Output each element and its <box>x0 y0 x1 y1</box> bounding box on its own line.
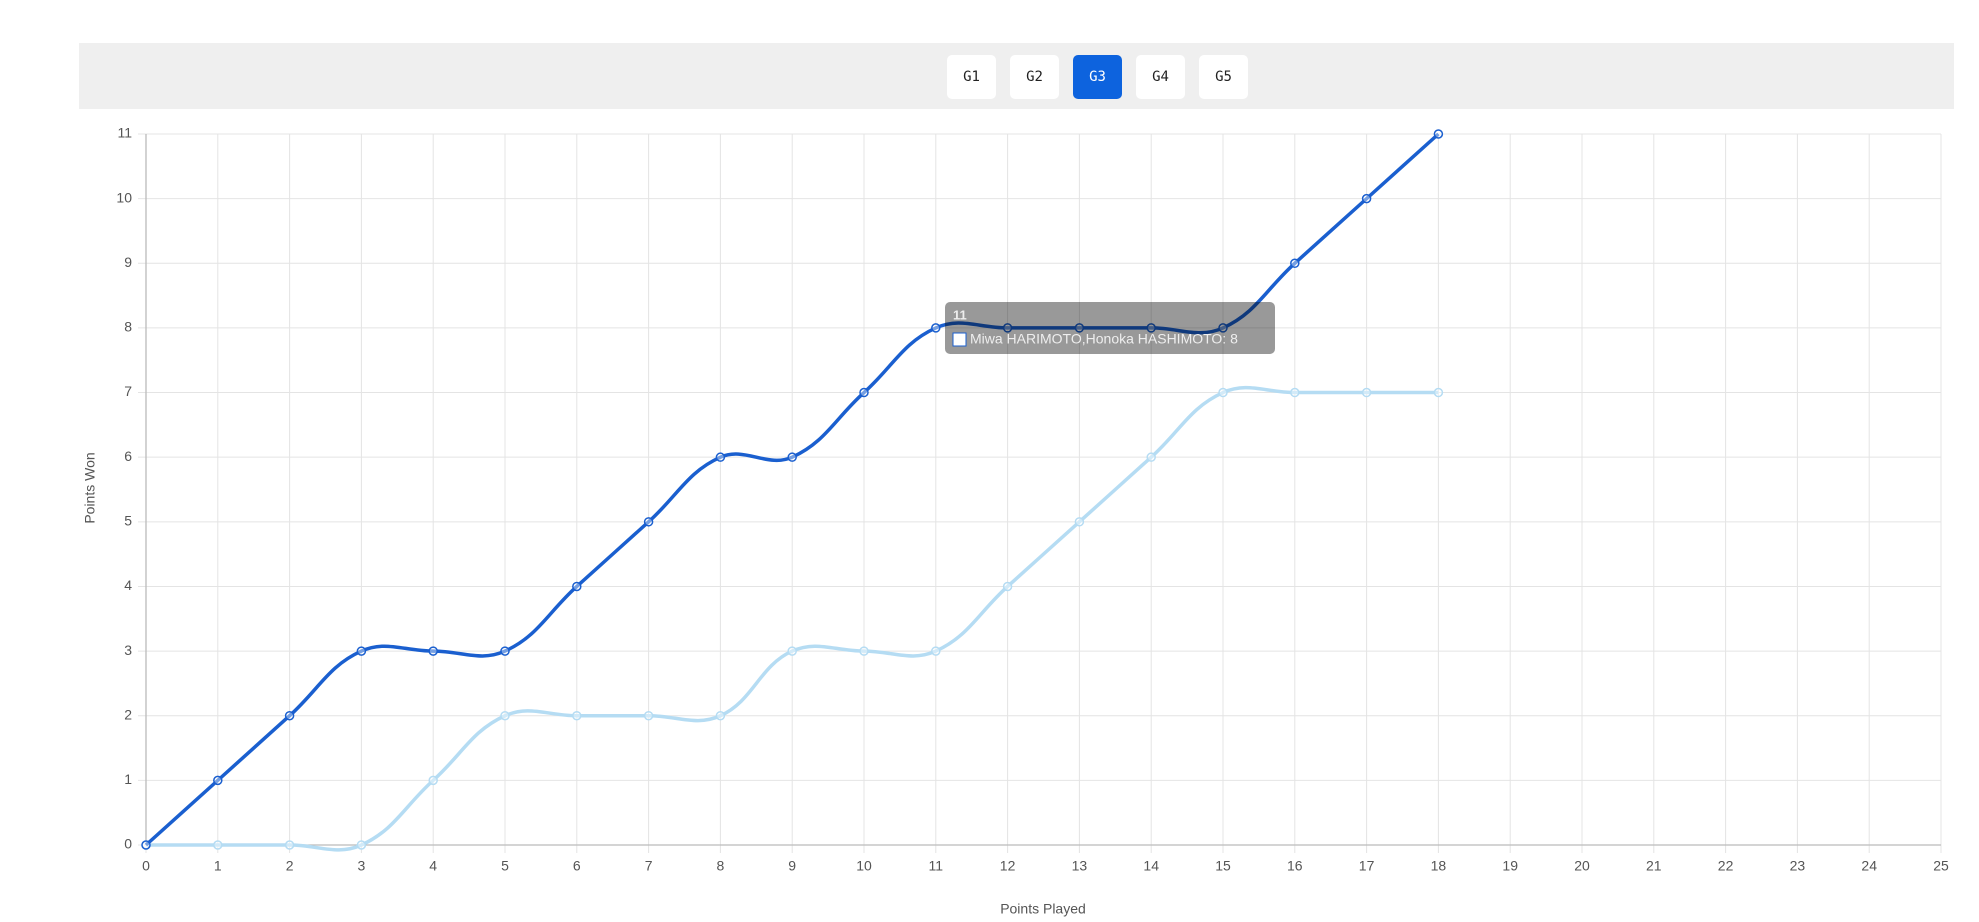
x-tick-label: 3 <box>358 858 366 874</box>
data-point <box>715 452 726 462</box>
data-point <box>213 840 223 850</box>
data-point <box>428 646 438 656</box>
x-tick-label: 25 <box>1933 858 1949 874</box>
y-tick-label: 3 <box>124 642 132 658</box>
x-tick-label: 21 <box>1646 858 1662 874</box>
x-tick-label: 18 <box>1431 858 1447 874</box>
data-point <box>356 646 367 656</box>
x-tick-label: 8 <box>717 858 725 874</box>
x-tick-label: 19 <box>1502 858 1518 874</box>
y-tick-label: 8 <box>124 319 132 335</box>
data-point <box>356 840 367 850</box>
y-tick-label: 0 <box>124 836 132 852</box>
data-point <box>787 646 797 656</box>
game-tab[interactable]: G1 <box>947 55 996 99</box>
x-tick-label: 11 <box>929 858 944 874</box>
tooltip-swatch <box>952 332 967 347</box>
data-point <box>572 581 582 592</box>
y-tick-label: 6 <box>124 448 132 464</box>
data-point <box>1146 323 1156 333</box>
series-line <box>145 385 1439 852</box>
data-point <box>859 387 869 398</box>
data-point <box>1218 323 1228 333</box>
y-tick-label: 2 <box>124 706 132 722</box>
data-point <box>500 710 510 721</box>
x-tick-label: 15 <box>1215 858 1231 874</box>
x-tick-label: 17 <box>1359 858 1375 874</box>
data-point <box>1218 387 1228 398</box>
tooltip-box <box>945 302 1275 354</box>
tooltip-title: 11 <box>953 307 967 322</box>
data-point <box>500 646 510 656</box>
data-point <box>1074 323 1085 333</box>
x-tick-label: 6 <box>573 858 581 874</box>
x-tick-label: 2 <box>286 858 294 874</box>
y-tick-label: 5 <box>124 513 132 529</box>
x-tick-label: 13 <box>1072 858 1088 874</box>
data-point <box>715 710 726 721</box>
x-tick-label: 5 <box>501 858 509 874</box>
data-point <box>1361 193 1372 204</box>
y-tick-label: 7 <box>124 383 132 399</box>
x-tick-label: 16 <box>1287 858 1303 874</box>
data-point <box>284 710 295 721</box>
y-tick-label: 4 <box>124 577 132 593</box>
data-point <box>213 775 223 786</box>
data-point <box>931 646 941 656</box>
y-tick-label: 9 <box>124 254 132 270</box>
x-tick-label: 14 <box>1143 858 1159 874</box>
data-point <box>1361 387 1372 398</box>
data-point <box>1074 517 1085 527</box>
series-line <box>144 132 1440 847</box>
x-tick-label: 12 <box>1000 858 1016 874</box>
x-tick-label: 1 <box>214 858 222 874</box>
x-tick-label: 10 <box>856 858 872 874</box>
tooltip-label: Miwa HARIMOTO,Honoka HASHIMOTO: 8 <box>970 331 1238 347</box>
x-tick-label: 23 <box>1790 858 1806 874</box>
x-tick-label: 9 <box>788 858 796 874</box>
game-tab[interactable]: G2 <box>1010 55 1059 99</box>
x-tick-label: 22 <box>1718 858 1734 874</box>
y-axis-label: Points Won <box>82 452 98 523</box>
x-axis-label: Points Played <box>1000 901 1086 917</box>
data-point <box>643 710 654 721</box>
y-tick-label: 11 <box>117 125 132 141</box>
game-tab[interactable]: G4 <box>1136 55 1185 99</box>
data-point <box>1146 452 1156 462</box>
y-tick-label: 10 <box>116 189 132 205</box>
tab-bar: G1 G2 G3 G4 G5 <box>79 43 1954 109</box>
data-point <box>1290 387 1300 398</box>
data-point <box>141 840 151 850</box>
data-point <box>1433 387 1444 398</box>
x-tick-label: 20 <box>1574 858 1590 874</box>
data-point <box>787 452 797 462</box>
x-tick-label: 4 <box>429 858 437 874</box>
data-point <box>859 646 869 656</box>
data-point <box>1002 323 1013 333</box>
data-point <box>1290 258 1300 269</box>
x-tick-label: 7 <box>645 858 653 874</box>
data-point <box>284 840 295 850</box>
data-point <box>643 517 654 527</box>
data-point <box>931 323 941 333</box>
y-tick-label: 1 <box>124 771 132 787</box>
x-tick-label: 0 <box>142 858 150 874</box>
data-point <box>428 775 438 786</box>
x-tick-label: 24 <box>1861 858 1877 874</box>
data-point <box>572 710 582 721</box>
game-tab[interactable]: G3 <box>1073 55 1122 99</box>
data-point <box>1002 581 1013 592</box>
tab-buttons: G1 G2 G3 G4 G5 <box>947 55 1248 99</box>
game-tab[interactable]: G5 <box>1199 55 1248 99</box>
data-point <box>1433 129 1444 139</box>
